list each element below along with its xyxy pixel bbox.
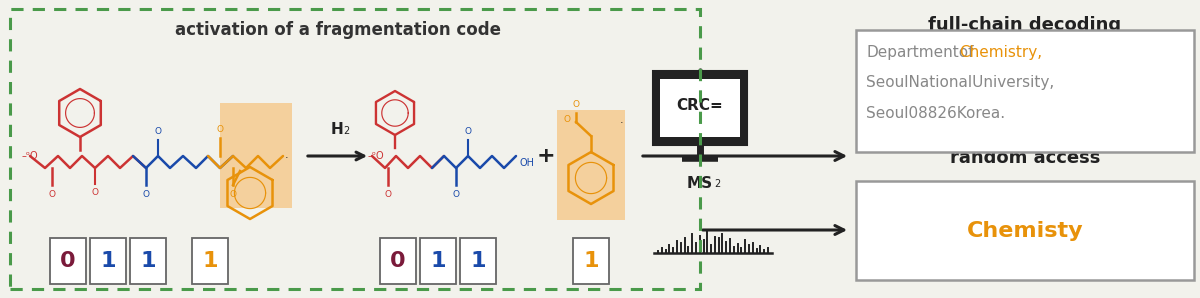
- Text: 1: 1: [431, 251, 445, 271]
- Text: O: O: [452, 190, 460, 199]
- Text: 1: 1: [101, 251, 115, 271]
- Text: O: O: [464, 127, 472, 136]
- FancyBboxPatch shape: [192, 238, 228, 284]
- Text: +: +: [536, 146, 556, 166]
- FancyBboxPatch shape: [220, 103, 292, 208]
- Text: ·: ·: [620, 118, 624, 128]
- FancyBboxPatch shape: [653, 71, 746, 145]
- Text: Chemisty: Chemisty: [967, 221, 1084, 241]
- Text: ·: ·: [286, 153, 289, 163]
- FancyBboxPatch shape: [856, 30, 1194, 152]
- FancyBboxPatch shape: [660, 79, 740, 137]
- Text: O: O: [143, 190, 150, 199]
- Text: CRC=: CRC=: [677, 99, 724, 114]
- Text: 2: 2: [714, 179, 720, 189]
- FancyBboxPatch shape: [380, 238, 416, 284]
- Text: 2: 2: [343, 126, 349, 136]
- Text: MS: MS: [686, 176, 713, 190]
- Text: 1: 1: [583, 251, 599, 271]
- FancyBboxPatch shape: [90, 238, 126, 284]
- Text: O: O: [48, 190, 55, 199]
- Text: 0: 0: [390, 251, 406, 271]
- Text: Departmentof: Departmentof: [866, 46, 973, 60]
- Text: Seoul08826Korea.: Seoul08826Korea.: [866, 105, 1006, 120]
- Text: SeoulNationalUniversity,: SeoulNationalUniversity,: [866, 75, 1055, 91]
- Text: random access: random access: [950, 149, 1100, 167]
- Text: 0: 0: [60, 251, 76, 271]
- Text: –ᵒO: –ᵒO: [22, 151, 38, 161]
- Text: OH: OH: [520, 158, 534, 168]
- FancyBboxPatch shape: [130, 238, 166, 284]
- Text: full-chain decoding: full-chain decoding: [929, 16, 1122, 34]
- Text: 1: 1: [203, 251, 217, 271]
- Text: O: O: [563, 116, 570, 125]
- Text: O: O: [155, 127, 162, 136]
- FancyBboxPatch shape: [574, 238, 610, 284]
- Text: O: O: [216, 125, 223, 134]
- Text: O: O: [572, 100, 580, 109]
- Text: H: H: [331, 122, 343, 137]
- FancyBboxPatch shape: [856, 181, 1194, 280]
- Text: 1: 1: [470, 251, 486, 271]
- FancyBboxPatch shape: [557, 110, 625, 220]
- Text: O: O: [384, 190, 391, 199]
- Text: activation of a fragmentation code: activation of a fragmentation code: [175, 21, 502, 39]
- Text: Chemistry,: Chemistry,: [959, 46, 1042, 60]
- Text: 1: 1: [140, 251, 156, 271]
- Text: O: O: [229, 190, 236, 199]
- FancyBboxPatch shape: [420, 238, 456, 284]
- Text: O: O: [91, 188, 98, 197]
- Text: –ᵒO: –ᵒO: [368, 151, 385, 161]
- FancyBboxPatch shape: [460, 238, 496, 284]
- FancyBboxPatch shape: [50, 238, 86, 284]
